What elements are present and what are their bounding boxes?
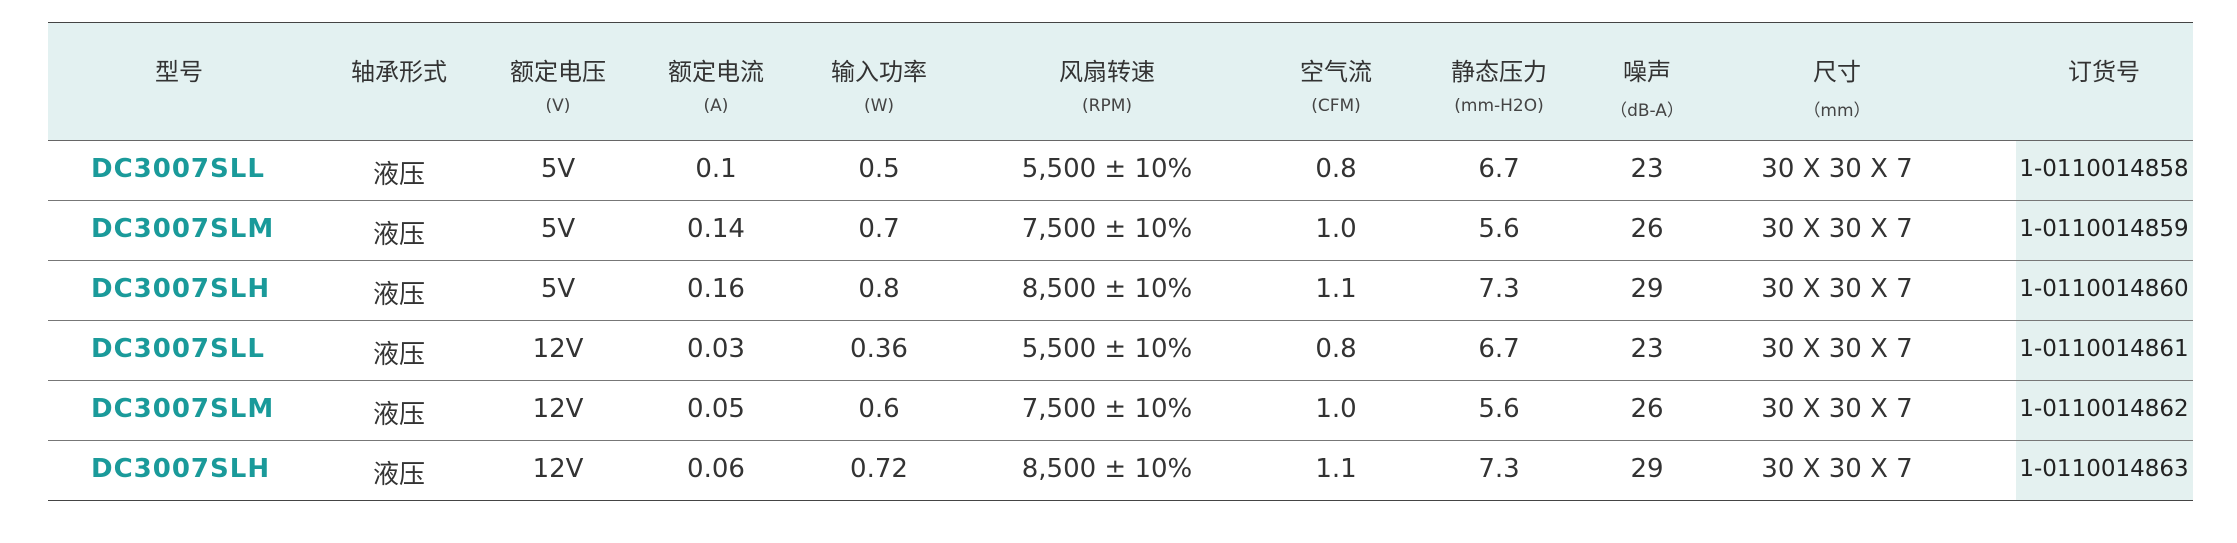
rule [48,22,2193,23]
cell-value: 12V [532,334,584,364]
cell-value: 30 X 30 X 7 [1761,154,1913,184]
row-rule [48,260,2193,261]
cell-value: 1.1 [1315,274,1357,304]
order-number: 1-0110014860 [2019,276,2189,302]
column-title: 轴承形式 [351,58,447,86]
header-background [48,22,2193,140]
cell-value: 5,500 ± 10% [1021,334,1193,364]
cell-value: 液压 [372,460,426,490]
cell-value: 23 [1630,154,1664,184]
cell-value: 液压 [372,340,426,370]
cell-value: 5,500 ± 10% [1021,154,1193,184]
cell-value: 1.1 [1315,454,1357,484]
column-unit: (V) [545,96,571,116]
cell-value: 0.8 [1315,154,1357,184]
cell-value: 0.8 [858,274,900,304]
cell-value: 23 [1630,334,1664,364]
cell-value: 液压 [372,280,426,310]
cell-value: 液压 [372,400,426,430]
cell-value: 液压 [372,220,426,250]
column-unit: (CFM) [1311,96,1361,116]
model-number: DC3007SLM [91,214,275,244]
row-rule [48,200,2193,201]
row-rule [48,440,2193,441]
cell-value: 0.14 [687,214,745,244]
cell-value: 26 [1630,214,1664,244]
cell-value: 0.72 [850,454,908,484]
cell-value: 30 X 30 X 7 [1761,274,1913,304]
rule [48,140,2193,141]
row-rule [48,380,2193,381]
cell-value: 30 X 30 X 7 [1761,334,1913,364]
cell-value: 30 X 30 X 7 [1761,214,1913,244]
cell-value: 0.06 [687,454,745,484]
cell-value: 7,500 ± 10% [1021,394,1193,424]
column-title: 额定电压 [510,58,606,86]
cell-value: 0.36 [850,334,908,364]
column-title: 额定电流 [668,58,764,86]
model-number: DC3007SLL [91,334,265,364]
model-number: DC3007SLH [91,274,271,304]
row-rule [48,500,2193,501]
cell-value: 8,500 ± 10% [1021,274,1193,304]
model-number: DC3007SLH [91,454,271,484]
cell-value: 0.05 [687,394,745,424]
column-unit: (mm-H2O) [1454,96,1544,116]
cell-value: 1.0 [1315,214,1357,244]
cell-value: 7.3 [1478,454,1520,484]
cell-value: 5V [540,214,576,244]
order-number: 1-0110014862 [2019,396,2189,422]
column-unit: (RPM) [1082,96,1132,116]
column-unit: （mm） [1803,101,1871,121]
cell-value: 0.03 [687,334,745,364]
cell-value: 6.7 [1478,154,1520,184]
column-unit: (A) [703,96,729,116]
cell-value: 1.0 [1315,394,1357,424]
cell-value: 26 [1630,394,1664,424]
column-title: 噪声 [1623,58,1671,86]
cell-value: 12V [532,454,584,484]
cell-value: 6.7 [1478,334,1520,364]
order-number: 1-0110014858 [2019,156,2189,182]
cell-value: 0.7 [858,214,900,244]
cell-value: 8,500 ± 10% [1021,454,1193,484]
cell-value: 0.6 [858,394,900,424]
row-rule [48,320,2193,321]
column-title: 输入功率 [831,58,927,86]
cell-value: 29 [1630,454,1664,484]
cell-value: 5V [540,154,576,184]
cell-value: 5.6 [1478,394,1520,424]
column-title: 空气流 [1300,58,1372,86]
cell-value: 0.1 [695,154,737,184]
cell-value: 5.6 [1478,214,1520,244]
column-unit: (W) [863,96,895,116]
cell-value: 0.8 [1315,334,1357,364]
cell-value: 液压 [372,160,426,190]
column-title: 型号 [155,58,203,86]
order-number: 1-0110014861 [2019,336,2189,362]
model-number: DC3007SLM [91,394,275,424]
cell-value: 7,500 ± 10% [1021,214,1193,244]
cell-value: 0.5 [858,154,900,184]
column-title: 风扇转速 [1059,58,1155,86]
cell-value: 7.3 [1478,274,1520,304]
column-title: 订货号 [2068,58,2140,86]
order-number: 1-0110014863 [2019,456,2189,482]
column-title: 静态压力 [1451,58,1547,86]
model-number: DC3007SLL [91,154,265,184]
column-unit: （dB-A） [1610,101,1684,121]
cell-value: 29 [1630,274,1664,304]
cell-value: 30 X 30 X 7 [1761,454,1913,484]
cell-value: 12V [532,394,584,424]
cell-value: 5V [540,274,576,304]
cell-value: 30 X 30 X 7 [1761,394,1913,424]
order-number: 1-0110014859 [2019,216,2189,242]
cell-value: 0.16 [687,274,745,304]
column-title: 尺寸 [1813,58,1861,86]
